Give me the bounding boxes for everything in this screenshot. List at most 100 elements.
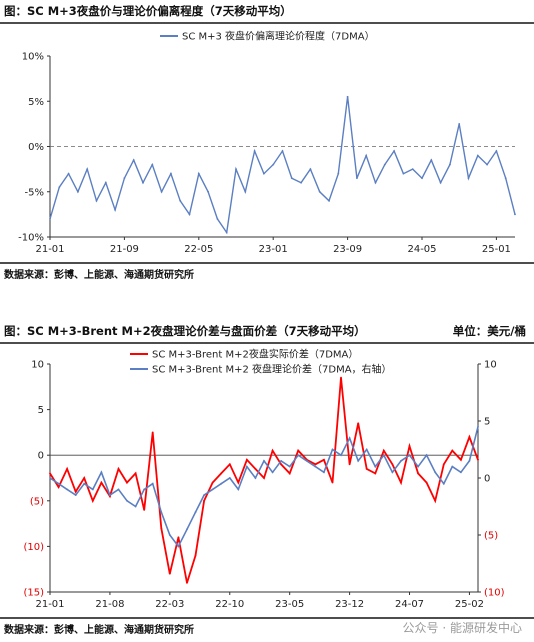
- theoretical-data-point: [382, 454, 385, 457]
- actual-data-point: [323, 458, 325, 461]
- data-point: [132, 159, 135, 161]
- theoretical-data-point: [442, 482, 445, 485]
- theoretical-data-point: [143, 488, 146, 491]
- actual-data-point: [117, 467, 120, 470]
- actual-data-point: [91, 499, 94, 502]
- theoretical-data-point: [49, 477, 51, 479]
- data-point: [290, 177, 293, 180]
- theoretical-data-point: [160, 511, 163, 514]
- actual-data-point: [194, 554, 197, 557]
- actual-data-point: [357, 422, 360, 425]
- theoretical-data-point: [245, 465, 248, 468]
- data-point: [476, 154, 479, 157]
- data-point: [439, 181, 442, 184]
- data-point: [318, 190, 321, 193]
- actual-data-point: [297, 449, 300, 452]
- actual-data-point: [477, 458, 479, 461]
- data-point: [216, 218, 219, 220]
- theoretical-data-point: [365, 448, 368, 451]
- actual-data-point: [348, 463, 351, 466]
- data-point: [244, 190, 247, 193]
- theoretical-data-point: [177, 545, 180, 548]
- theoretical-data-point: [220, 482, 223, 485]
- legend-label: SC M+3-Brent M+2夜盘实际价差（7DMA）: [152, 348, 358, 361]
- theoretical-data-point: [228, 477, 231, 479]
- data-point: [58, 186, 61, 189]
- data-point: [337, 172, 340, 175]
- actual-data-point: [451, 449, 454, 452]
- theoretical-data-point: [91, 488, 94, 491]
- theoretical-data-point: [100, 471, 103, 474]
- actual-data-point: [468, 436, 471, 438]
- x-tick-label: 21-09: [110, 244, 139, 255]
- theoretical-data-point: [305, 460, 308, 462]
- y-tick-label: 0%: [28, 142, 44, 153]
- data-point: [365, 154, 368, 157]
- x-tick-label: 23-01: [259, 244, 288, 255]
- theoretical-data-point: [391, 471, 394, 474]
- theoretical-data-point: [57, 482, 60, 485]
- actual-data-point: [211, 481, 214, 484]
- data-point: [421, 177, 423, 180]
- actual-data-point: [400, 481, 402, 484]
- actual-data-point: [314, 463, 317, 466]
- figure1-chart: -10% -5% 0% 5% 10% 21-01 21-09 22-05 23-01 23-09 2…: [0, 24, 534, 260]
- data-point: [197, 172, 200, 175]
- data-point: [225, 231, 228, 234]
- data-point: [95, 199, 98, 202]
- theoretical-data-point: [254, 477, 257, 479]
- actual-data-point: [143, 509, 146, 511]
- actual-data-point: [100, 481, 103, 484]
- left-y-tick-label: 10: [31, 360, 44, 371]
- actual-data-point: [74, 490, 77, 493]
- actual-data-point: [66, 467, 69, 470]
- x-tick-label: 24-07: [395, 599, 424, 610]
- actual-data-point: [408, 445, 411, 447]
- figure1-top-rule: [0, 22, 534, 24]
- data-point: [374, 181, 377, 184]
- theoretical-data-point: [400, 460, 402, 462]
- legend-label: SC M+3-Brent M+2 夜盘理论价差（7DMA，右轴）: [152, 363, 392, 376]
- y-tick-label: -5%: [25, 187, 44, 198]
- y-tick-label: -10%: [18, 233, 44, 244]
- theoretical-data-point: [168, 534, 171, 536]
- watermark-text: 公众号 · 能源研发中心: [402, 621, 522, 635]
- theoretical-data-point: [340, 454, 342, 457]
- actual-data-point: [228, 463, 231, 466]
- data-point: [179, 199, 182, 202]
- data-point: [486, 163, 488, 166]
- left-y-tick-label: 0: [38, 451, 44, 462]
- data-point: [383, 163, 386, 166]
- right-y-tick-label: (10): [484, 588, 505, 599]
- theoretical-data-point: [237, 488, 240, 491]
- theoretical-data-point: [263, 460, 265, 462]
- figure2-unit: 单位：美元/桶: [452, 324, 526, 338]
- x-tick-label: 21-01: [35, 244, 64, 255]
- theoretical-data-point: [66, 488, 69, 491]
- actual-data-point: [186, 581, 188, 584]
- theoretical-data-point: [348, 437, 351, 439]
- actual-data-point: [442, 463, 445, 466]
- data-point: [328, 199, 330, 202]
- data-point: [281, 150, 284, 152]
- theoretical-data-point: [331, 448, 334, 451]
- data-point: [449, 163, 451, 166]
- actual-data-point: [391, 463, 394, 466]
- figure1-title: 图：SC M+3夜盘价与理论价偏离程度（7天移动平均）: [4, 4, 292, 18]
- theoretical-data-point: [126, 499, 128, 502]
- data-point: [402, 172, 405, 175]
- theoretical-data-point: [134, 505, 137, 508]
- actual-data-point: [417, 472, 419, 475]
- data-point: [160, 190, 163, 193]
- actual-data-point: [168, 572, 171, 575]
- data-point: [495, 150, 498, 152]
- actual-data-point: [237, 481, 240, 484]
- x-tick-label: 25-01: [482, 244, 511, 255]
- theoretical-data-point: [459, 471, 462, 474]
- right-y-tick-label: (5): [484, 531, 498, 542]
- theoretical-data-point: [477, 425, 479, 428]
- actual-data-point: [263, 477, 265, 479]
- actual-data-point: [160, 527, 163, 530]
- theoretical-data-point: [357, 460, 360, 462]
- theoretical-data-point: [117, 488, 120, 491]
